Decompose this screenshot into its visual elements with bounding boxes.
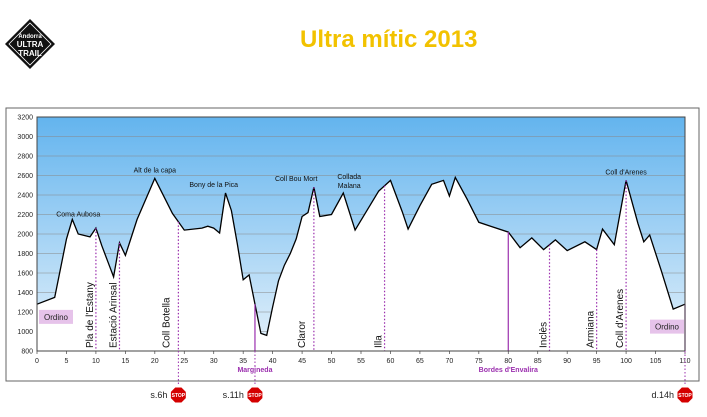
- x-tick-label: 20: [151, 358, 159, 365]
- page-title: Ultra mític 2013: [300, 26, 478, 53]
- waypoint-label: Estació Arinsal: [108, 282, 119, 348]
- y-tick-label: 1200: [17, 310, 33, 317]
- waypoint-marker-label: Bordes d'Envalira: [479, 367, 538, 374]
- endpoint-label-box: [39, 309, 73, 324]
- x-tick-label: 105: [650, 358, 662, 365]
- y-tick-label: 1400: [17, 290, 33, 297]
- peak-label: Alt de la capa: [134, 167, 177, 174]
- x-tick-label: 40: [269, 358, 277, 365]
- y-tick-label: 1800: [17, 251, 33, 258]
- peak-label: Malana: [338, 183, 361, 190]
- peak-label: Collada: [337, 174, 361, 181]
- waypoint-label: Claror: [297, 320, 308, 348]
- stop-time-label: s.11h: [223, 390, 244, 400]
- logo-line-2: ULTRA: [17, 40, 44, 49]
- x-tick-label: 5: [65, 358, 69, 365]
- waypoint-label: Coll d'Arenes: [615, 289, 626, 348]
- x-tick-label: 95: [593, 358, 601, 365]
- x-tick-label: 90: [563, 358, 571, 365]
- x-tick-label: 50: [328, 358, 336, 365]
- x-tick-label: 100: [620, 358, 632, 365]
- endpoint-label: Ordino: [44, 313, 69, 322]
- peak-label: Coma Aubosa: [56, 211, 100, 218]
- endpoint-label-box: [650, 319, 684, 334]
- peak-label: Bony de la Pica: [189, 182, 238, 189]
- y-tick-label: 1600: [17, 271, 33, 278]
- waypoint-label: Coll Botella: [161, 297, 172, 348]
- y-tick-label: 2400: [17, 193, 33, 200]
- peak-label: Coll d'Arenes: [605, 169, 647, 176]
- stop-sign-icon: [676, 386, 694, 404]
- stop-sign-text: STOP: [678, 393, 692, 399]
- waypoint-label: Illa: [374, 335, 385, 348]
- stop-sign-text: STOP: [248, 393, 262, 399]
- x-tick-label: 0: [35, 358, 39, 365]
- x-tick-label: 60: [387, 358, 395, 365]
- x-tick-label: 10: [92, 358, 100, 365]
- ground-area: [37, 177, 685, 351]
- x-tick-label: 80: [504, 358, 512, 365]
- stop-sign-icon: [246, 386, 264, 404]
- x-tick-label: 75: [475, 358, 483, 365]
- x-tick-label: 85: [534, 358, 542, 365]
- y-tick-label: 3200: [17, 115, 33, 122]
- x-tick-label: 15: [121, 358, 129, 365]
- peak-label: Coll Bou Mort: [275, 176, 317, 183]
- x-tick-label: 25: [180, 358, 188, 365]
- waypoint-label: Inclès: [539, 322, 550, 348]
- endpoint-label: Ordino: [655, 323, 680, 332]
- y-tick-label: 2600: [17, 173, 33, 180]
- stop-time-label: s.6h: [150, 390, 167, 400]
- logo-line-3: TRAIL: [18, 49, 42, 58]
- x-tick-label: 70: [445, 358, 453, 365]
- y-tick-label: 800: [21, 349, 33, 356]
- y-tick-label: 3000: [17, 134, 33, 141]
- waypoint-label: Armiana: [586, 310, 597, 348]
- logo-line-1: Andorra: [18, 34, 42, 40]
- x-tick-label: 45: [298, 358, 306, 365]
- x-tick-label: 30: [210, 358, 218, 365]
- x-tick-label: 35: [239, 358, 247, 365]
- y-tick-label: 2200: [17, 212, 33, 219]
- x-tick-label: 65: [416, 358, 424, 365]
- andorra-ultra-trail-logo: Andorra ULTRA TRAIL: [4, 18, 56, 70]
- elevation-line: [36, 175, 686, 337]
- y-tick-label: 2000: [17, 232, 33, 239]
- stop-sign-icon: [170, 386, 187, 404]
- waypoint-label: Pla de l'Estany: [85, 282, 96, 348]
- y-tick-label: 2800: [17, 154, 33, 161]
- x-tick-label: 55: [357, 358, 365, 365]
- y-tick-label: 1000: [17, 329, 33, 336]
- stop-time-label: d.14h: [651, 390, 674, 400]
- stop-sign-text: STOP: [172, 393, 186, 399]
- waypoint-marker-label: Margineda: [237, 367, 272, 374]
